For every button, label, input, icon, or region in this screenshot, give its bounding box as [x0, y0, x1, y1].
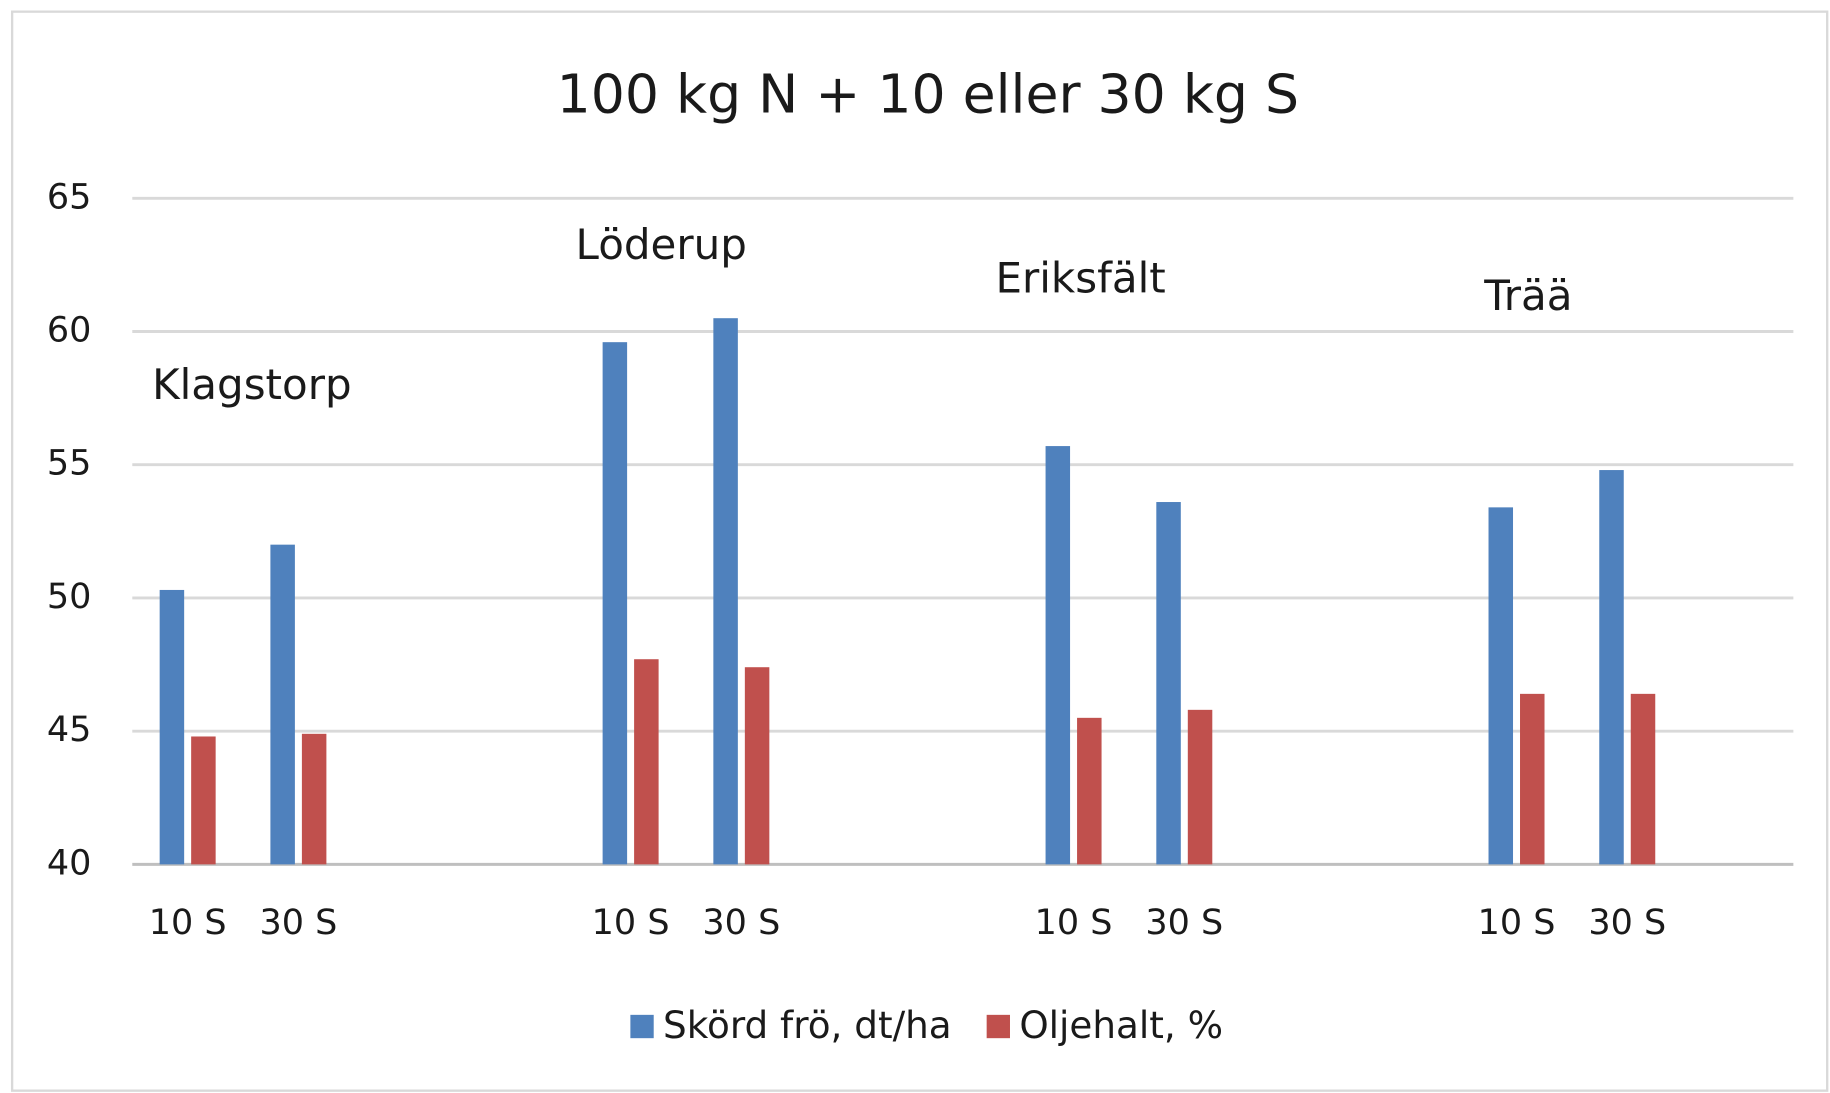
bar: [270, 544, 295, 865]
legend-label: Oljehalt, %: [1019, 1003, 1223, 1047]
bar: [1488, 507, 1514, 865]
y-tick-label: 65: [47, 177, 92, 217]
annotation: Klagstorp: [152, 360, 352, 409]
legend-swatch: [986, 1014, 1010, 1039]
legend-swatch: [630, 1014, 654, 1039]
bar: [1187, 709, 1213, 865]
x-tick-label: 10 S: [1035, 903, 1113, 943]
x-tick-label: 30 S: [702, 903, 780, 943]
x-tick-label: 30 S: [1145, 903, 1223, 943]
x-tick-label: 10 S: [592, 903, 670, 943]
annotation: Eriksfält: [995, 254, 1165, 303]
y-tick-label: 50: [47, 577, 92, 617]
bar: [1599, 470, 1624, 865]
bar: [1520, 693, 1545, 865]
x-tick-label: 10 S: [1478, 903, 1556, 943]
annotation: Löderup: [576, 220, 747, 269]
x-tick-label: 30 S: [259, 903, 337, 943]
bar: [713, 318, 738, 865]
y-tick-label: 55: [47, 444, 92, 484]
bar: [1156, 502, 1181, 865]
legend-label: Skörd frö, dt/ha: [663, 1003, 952, 1047]
x-tick-label: 30 S: [1588, 903, 1666, 943]
y-tick-label: 45: [47, 710, 92, 750]
chart-border: [10, 10, 1829, 1092]
bar: [159, 589, 185, 865]
bar: [1077, 717, 1102, 865]
bar: [602, 342, 628, 865]
annotation: Trää: [1483, 271, 1572, 320]
bar: [744, 667, 770, 865]
bar: [1630, 693, 1656, 865]
y-tick-label: 60: [47, 311, 92, 351]
bar: [634, 659, 659, 865]
bar: [1045, 446, 1071, 865]
bar: [301, 733, 327, 865]
chart-title: 100 kg N + 10 eller 30 kg S: [557, 63, 1300, 126]
bar: [191, 736, 216, 865]
x-tick-label: 10 S: [149, 903, 227, 943]
y-tick-label: 40: [47, 843, 92, 883]
